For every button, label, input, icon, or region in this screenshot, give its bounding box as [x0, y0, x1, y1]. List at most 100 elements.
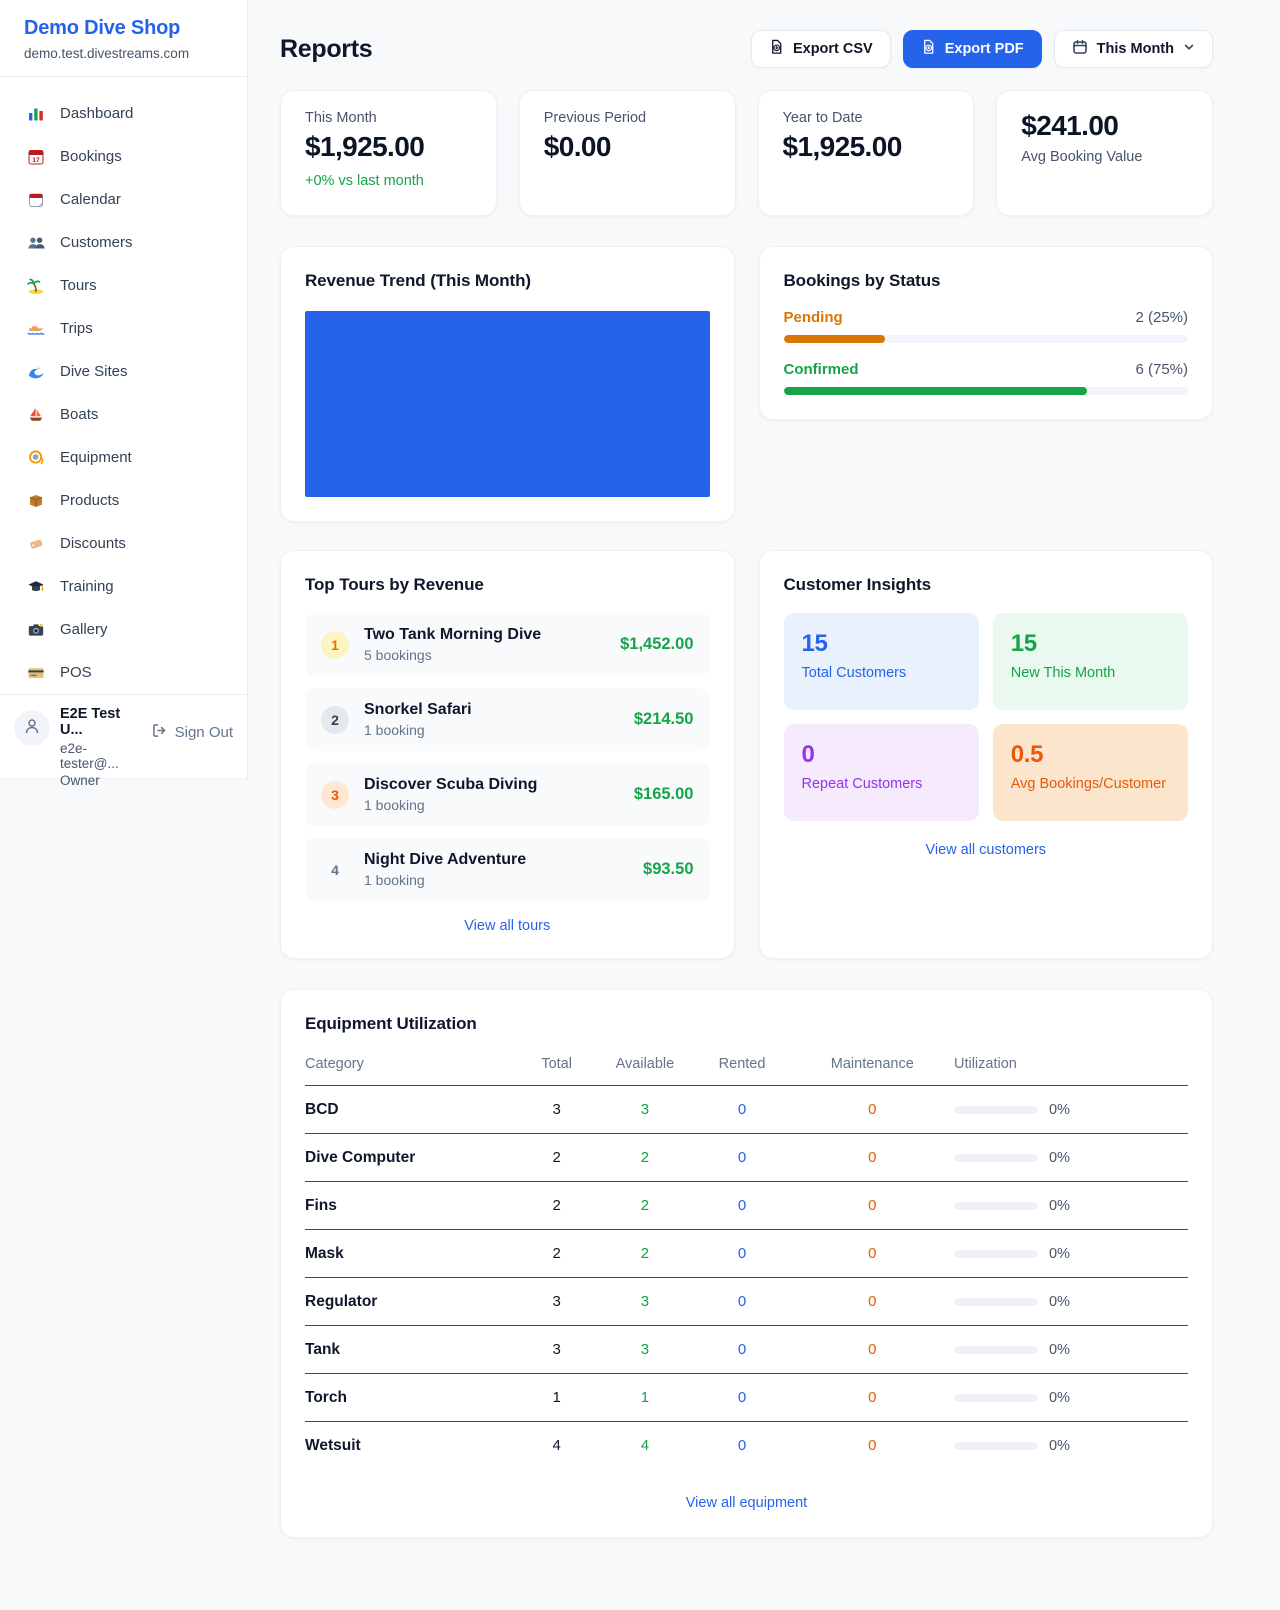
tour-bookings: 1 booking	[364, 722, 425, 738]
insight-value: 15	[1010, 630, 1037, 657]
column-header-utilization: Utilization	[953, 1042, 1188, 1086]
user-info: E2E Test U... e2e-tester@... Owner	[60, 706, 141, 788]
customers-icon	[26, 234, 46, 252]
sidebar-item-equipment[interactable]: Equipment	[12, 436, 235, 479]
page-header: Reports Export CSV Export PDF This Month	[280, 30, 1213, 68]
cell-maintenance: 0	[790, 1373, 954, 1422]
calendar-icon	[26, 191, 46, 209]
cell-rented: 0	[693, 1373, 791, 1422]
tour-row: 4 Night Dive Adventure 1 booking $93.50	[305, 838, 710, 901]
user-panel: E2E Test U... e2e-tester@... Owner Sign …	[0, 694, 247, 801]
stat-label: This Month	[305, 110, 377, 126]
sidebar-item-label: Dive Sites	[60, 363, 128, 380]
status-bar-track	[783, 387, 1188, 395]
page-title: Reports	[280, 34, 373, 63]
tour-revenue: $165.00	[633, 785, 694, 803]
sidebar-item-discounts[interactable]: Discounts	[12, 522, 235, 565]
cell-rented: 0	[693, 1229, 791, 1278]
cell-total: 2	[516, 1133, 597, 1182]
revenue-trend-card: Revenue Trend (This Month)	[280, 246, 735, 522]
equipment-utilization-title: Equipment Utilization	[305, 1014, 477, 1033]
tour-row: 3 Discover Scuba Diving 1 booking $165.00	[305, 763, 710, 826]
sidebar-item-pos[interactable]: POS	[12, 651, 235, 694]
status-bar-fill	[783, 387, 1087, 395]
insight-value: 0.5	[1010, 741, 1044, 768]
sidebar-item-label: Discounts	[60, 535, 126, 552]
cell-rented: 0	[693, 1277, 791, 1326]
table-row: Torch 1 1 0 0 0%	[305, 1373, 1188, 1422]
utilization-bar	[953, 1249, 1038, 1258]
bookings-icon: 17	[26, 148, 46, 166]
insight-value: 0	[801, 741, 815, 768]
sidebar-item-training[interactable]: Training	[12, 565, 235, 608]
stat-value: $241.00	[1021, 110, 1119, 141]
sidebar-item-trips[interactable]: Trips	[12, 307, 235, 350]
export-pdf-button[interactable]: Export PDF	[902, 30, 1042, 68]
status-count: 6 (75%)	[1135, 361, 1188, 378]
view-all-equipment-link[interactable]: View all equipment	[685, 1494, 808, 1511]
table-row: Dive Computer 2 2 0 0 0%	[305, 1133, 1188, 1182]
cell-rented: 0	[693, 1133, 791, 1182]
customer-insights-card: Customer Insights 15 Total Customers 15 New…	[758, 550, 1213, 959]
stat-value: $0.00	[543, 131, 612, 162]
sidebar-item-calendar[interactable]: Calendar	[12, 178, 235, 221]
stats-row: This Month $1,925.00 +0% vs last month Prev…	[280, 90, 1213, 216]
sidebar-item-boats[interactable]: Boats	[12, 393, 235, 436]
stat-card-3: Year to Date $1,925.00	[757, 90, 975, 216]
cell-utilization: 0%	[953, 1390, 1188, 1406]
tour-revenue: $214.50	[633, 710, 694, 728]
cell-total: 3	[516, 1277, 597, 1326]
cell-maintenance: 0	[868, 1437, 877, 1455]
utilization-bar	[953, 1105, 1038, 1114]
column-header-category: Category	[305, 1042, 517, 1086]
sidebar-item-gallery[interactable]: Gallery	[12, 608, 235, 651]
view-all-customers-link[interactable]: View all customers	[925, 842, 1047, 858]
export-csv-button[interactable]: Export CSV	[750, 30, 891, 68]
cell-utilization: 0%	[953, 1198, 1188, 1214]
stat-label: Year to Date	[782, 110, 863, 126]
cell-maintenance: 0	[790, 1277, 954, 1326]
insight-tiles: 15 Total Customers 15 New This Month 0 Repeat…	[783, 613, 1188, 821]
tour-bookings: 1 booking	[364, 797, 425, 813]
cell-category: Wetsuit	[305, 1436, 361, 1454]
dashboard-icon	[26, 105, 46, 123]
tour-revenue: $93.50	[643, 860, 694, 878]
cell-available: 1	[596, 1373, 694, 1422]
rank-badge: 1	[321, 630, 349, 659]
cell-category: Dive Computer	[305, 1133, 517, 1182]
export-csv-label: Export CSV	[792, 41, 873, 57]
period-select[interactable]: This Month	[1053, 30, 1213, 68]
tour-row: 2 Snorkel Safari 1 booking $214.50	[305, 688, 710, 751]
sidebar-item-label: Calendar	[60, 191, 121, 208]
sign-out-label: Sign Out	[174, 724, 233, 741]
svg-text:17: 17	[32, 157, 40, 164]
cell-category: Mask	[305, 1229, 517, 1278]
sidebar-item-customers[interactable]: Customers	[12, 221, 235, 264]
status-count: 2 (25%)	[1135, 309, 1188, 326]
cell-available: 3	[596, 1277, 694, 1326]
column-header-total: Total	[516, 1042, 597, 1086]
sidebar-item-tours[interactable]: Tours	[12, 264, 235, 307]
view-all-tours-link[interactable]: View all tours	[464, 918, 551, 934]
sidebar: Demo Dive Shop demo.test.divestreams.com…	[0, 0, 248, 788]
tour-name: Discover Scuba Diving	[364, 776, 538, 793]
sidebar-item-dashboard[interactable]: Dashboard	[12, 92, 235, 135]
file-download-icon	[921, 39, 936, 59]
tour-rows: 1 Two Tank Morning Dive 5 bookings $1,452.0…	[305, 613, 710, 901]
cell-rented: 0	[737, 1437, 747, 1455]
sidebar-item-bookings[interactable]: 17 Bookings	[12, 135, 235, 178]
table-row: Fins 2 2 0 0 0%	[305, 1181, 1188, 1230]
tour-revenue: $1,452.00	[620, 635, 694, 653]
sidebar-item-dive-sites[interactable]: Dive Sites	[12, 350, 235, 393]
stat-label: Avg Booking Value	[1021, 149, 1143, 165]
sidebar-item-products[interactable]: Products	[12, 479, 235, 522]
column-header-rented: Rented	[693, 1042, 791, 1086]
bookings-by-status-card: Bookings by Status Pending 2 (25%) Confirm…	[758, 246, 1213, 420]
cell-category: Torch	[305, 1373, 517, 1422]
column-header-maintenance: Maintenance	[790, 1042, 954, 1086]
sidebar-item-label: Dashboard	[60, 105, 134, 122]
cell-total: 2	[516, 1181, 597, 1230]
cell-category: Regulator	[305, 1277, 517, 1326]
sign-out-button[interactable]: Sign Out	[151, 722, 233, 743]
cell-utilization: 0%	[953, 1246, 1188, 1262]
